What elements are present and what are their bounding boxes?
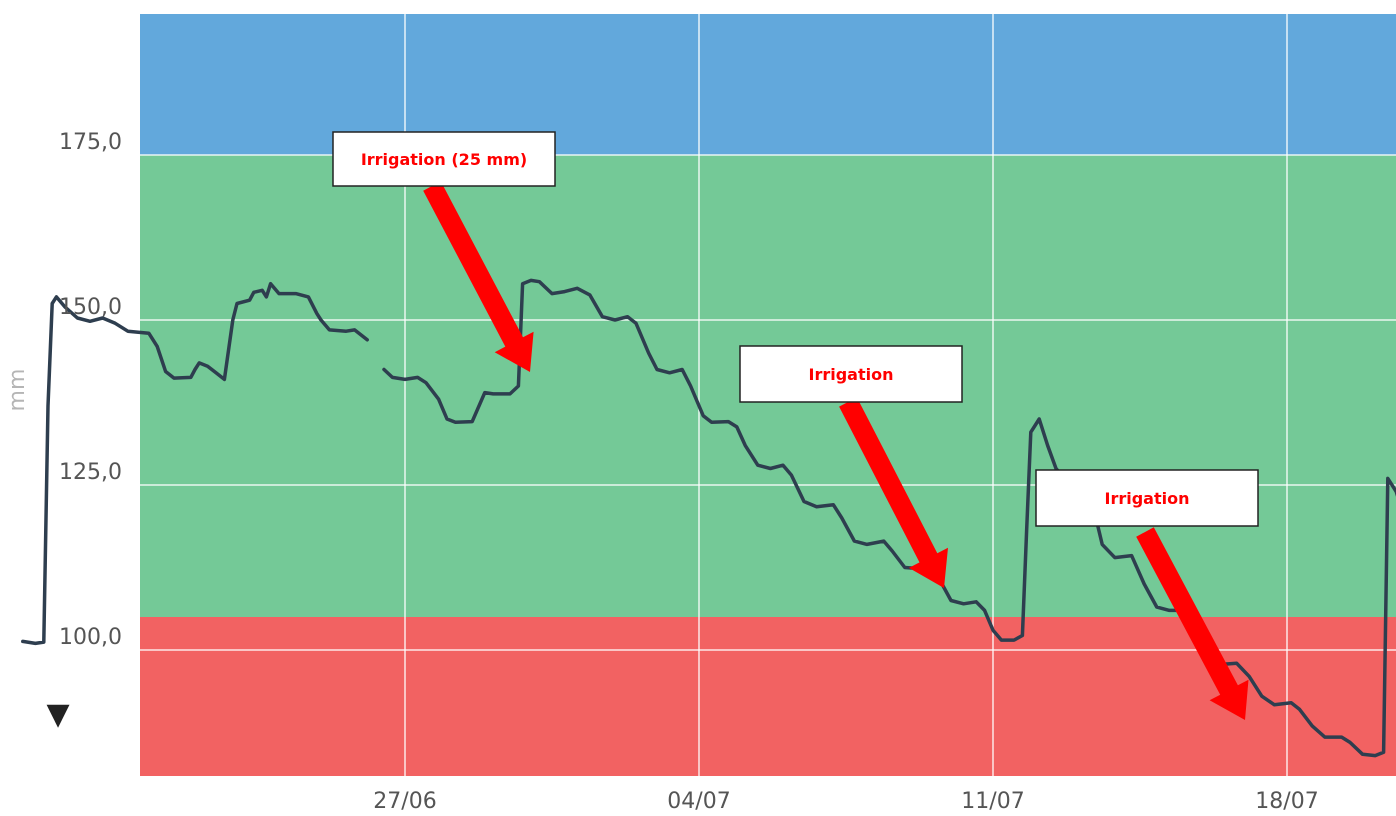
series-group (21, 278, 1396, 758)
series-line (21, 281, 369, 646)
annotation-arrow (1136, 527, 1249, 720)
band-stress (140, 617, 1396, 776)
y-tick-labels: 175,0 150,0 125,0 100,0 (59, 130, 122, 650)
annotations: Irrigation (25 mm) Irrigation Irrigation (332, 131, 1259, 720)
annotation-callout: Irrigation (1035, 469, 1259, 720)
x-tick-label: 18/07 (1255, 789, 1318, 814)
band-saturated (140, 14, 1396, 155)
x-tick-label: 27/06 (373, 789, 436, 814)
y-axis-label: mm (5, 369, 30, 412)
annotation-box (739, 345, 963, 403)
y-tick-label: 175,0 (59, 130, 122, 155)
annotation-label: Irrigation (1105, 489, 1190, 508)
annotation-label: Irrigation (25 mm) (361, 150, 527, 169)
annotation-box (1035, 469, 1259, 527)
annotation-callout: Irrigation (25 mm) (332, 131, 556, 372)
series-line (382, 278, 1396, 758)
y-tick-label: 100,0 (59, 625, 122, 650)
x-tick-label: 11/07 (961, 789, 1024, 814)
x-tick-label: 04/07 (667, 789, 730, 814)
annotation-label: Irrigation (809, 365, 894, 384)
annotation-arrow (423, 181, 534, 372)
y-tick-label: 125,0 (59, 460, 122, 485)
annotation-box (332, 131, 556, 187)
collapse-triangle-icon[interactable]: ▼ (46, 697, 69, 732)
x-tick-labels: 27/06 04/07 11/07 18/07 (373, 789, 1318, 814)
annotation-callout: Irrigation (739, 345, 963, 588)
y-tick-label: 150,0 (59, 295, 122, 320)
annotation-arrow (839, 397, 948, 588)
